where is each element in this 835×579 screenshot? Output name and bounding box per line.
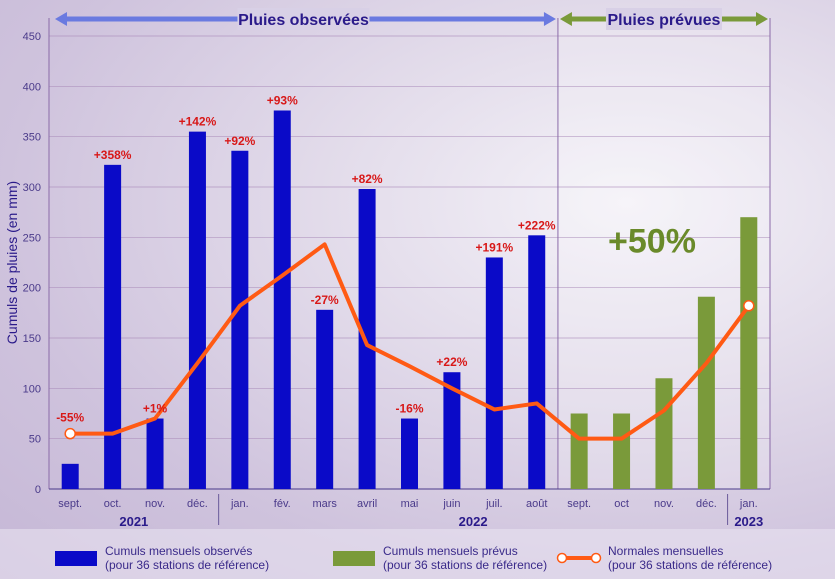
bar [231, 150, 249, 489]
y-tick-label: 0 [35, 484, 41, 496]
normals-endpoint [64, 427, 76, 440]
bar [316, 309, 334, 489]
percent-label: -55% [56, 411, 84, 425]
normals-endpoint [743, 300, 755, 312]
x-tick-label: juil. [485, 498, 503, 510]
x-tick-label: sept. [567, 498, 591, 510]
y-tick-label: 100 [23, 383, 41, 395]
bar [697, 296, 715, 489]
forecast-header-bg [605, 8, 722, 30]
y-tick-label: 300 [23, 182, 41, 194]
legend-forecast-label: Cumuls mensuels prévus [383, 544, 518, 558]
percent-label: +142% [179, 115, 217, 129]
legend-normals-label: Normales mensuelles [608, 544, 724, 558]
legend-observed-sublabel: (pour 36 stations de référence) [105, 558, 270, 572]
percent-label: +191% [475, 240, 513, 254]
observed-header-bg [237, 8, 370, 30]
legend-forecast-swatch [333, 550, 375, 566]
x-tick-label: nov. [145, 498, 165, 510]
x-tick-label: déc. [187, 498, 208, 510]
percent-label: -27% [311, 293, 339, 307]
y-tick-label: 50 [29, 434, 41, 446]
x-tick-label: jan. [230, 498, 249, 510]
bar [570, 413, 588, 489]
percent-label: +82% [352, 172, 383, 186]
forecast-header: Pluies prévues [607, 12, 720, 29]
legend-forecast: Cumuls mensuels prévus (pour 36 stations… [333, 541, 547, 575]
x-tick-label: oct [614, 498, 629, 510]
y-tick-label: 450 [23, 31, 41, 43]
percent-label: +358% [94, 148, 132, 162]
y-tick-label: 150 [23, 333, 41, 345]
y-tick-label: 200 [23, 283, 41, 295]
bar [104, 164, 122, 489]
percent-label: +222% [518, 218, 556, 232]
bar [358, 189, 376, 489]
bar [485, 257, 503, 489]
bar [528, 235, 546, 489]
percent-label: +93% [267, 93, 298, 107]
y-tick-label: 250 [23, 232, 41, 244]
y-tick-label: 350 [23, 132, 41, 144]
year-label: 2023 [734, 514, 763, 529]
legend-observed: Cumuls mensuels observés (pour 36 statio… [55, 541, 269, 575]
x-tick-label: mai [401, 498, 419, 510]
legend-forecast-sublabel: (pour 36 stations de référence) [383, 558, 548, 572]
x-tick-label: juin [442, 498, 460, 510]
x-tick-label: jan. [739, 498, 758, 510]
x-tick-label: fév. [274, 498, 291, 510]
y-tick-label: 400 [23, 81, 41, 93]
bar [188, 131, 206, 489]
x-tick-label: nov. [654, 498, 674, 510]
x-tick-label: avril [357, 498, 377, 510]
observed-arrow-head-left [55, 12, 67, 26]
year-label: 2022 [459, 514, 488, 529]
y-axis-label: Cumuls de pluies (en mm) [4, 181, 20, 344]
legend-observed-swatch [55, 550, 97, 566]
bar [401, 418, 418, 489]
bar [61, 463, 79, 489]
x-tick-label: sept. [58, 498, 82, 510]
percent-label: +1% [143, 402, 168, 416]
year-label: 2021 [119, 514, 148, 529]
x-tick-label: déc. [696, 498, 717, 510]
bar [613, 413, 631, 489]
forecast-arrow-head-right [756, 12, 768, 26]
observed-header: Pluies observées [238, 12, 369, 29]
bar [146, 418, 164, 489]
legend-normals-swatch [556, 552, 602, 564]
normals-line [70, 242, 751, 441]
forecast-note: +50% [608, 222, 696, 260]
bar [740, 217, 758, 489]
percent-label: -16% [395, 402, 423, 416]
percent-label: +92% [224, 134, 255, 148]
legend-observed-label: Cumuls mensuels observés [105, 544, 253, 558]
bar [655, 378, 673, 489]
observed-arrow-head-right [543, 12, 556, 26]
forecast-arrow-head-left [559, 12, 572, 26]
percent-label: +22% [436, 355, 467, 369]
bar [273, 110, 291, 489]
bar [443, 372, 461, 489]
x-tick-label: août [526, 498, 547, 510]
legend-normals-sublabel: (pour 36 stations de référence) [608, 558, 773, 572]
x-tick-label: oct. [104, 498, 122, 510]
x-tick-label: mars [312, 498, 337, 510]
legend-normals: Normales mensuelles (pour 36 stations de… [556, 541, 772, 575]
legend-background [0, 529, 835, 579]
